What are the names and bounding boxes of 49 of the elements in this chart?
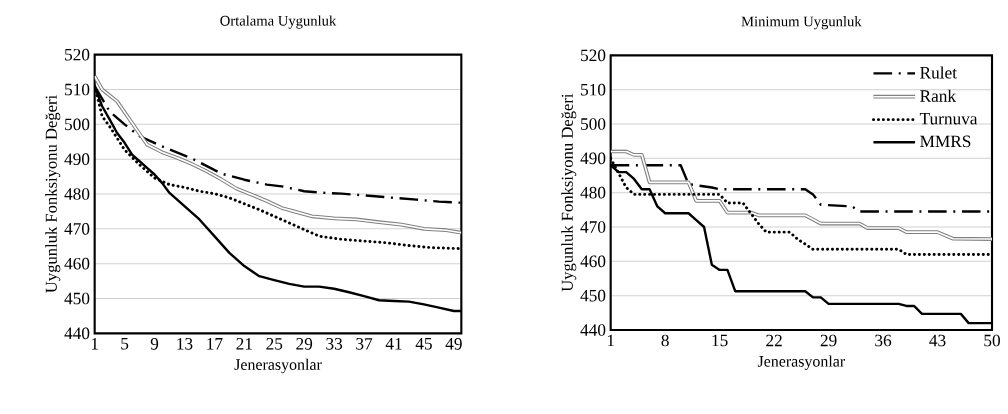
y-tick-label: 440 [580,324,606,336]
x-tick-label: 37 [356,338,373,350]
x-tick-label: 21 [236,338,252,350]
x-tick-label: 29 [296,338,313,350]
chart-title: Ortalama Uygunluk [220,15,337,29]
x-tick-label: 9 [150,338,159,350]
y-tick-label: 490 [580,152,606,165]
y-tick-label: 510 [581,83,606,96]
y-tick-label: 500 [581,118,606,130]
y-tick-label: 490 [64,153,90,165]
x-tick-label: 41 [385,338,402,350]
chart-title: Minimum Uygunluk [741,16,862,30]
y-tick-label: 450 [580,289,606,302]
x-tick-label: 45 [415,338,432,350]
x-tick-label: 13 [177,338,193,350]
y-tick-label: 520 [65,48,90,61]
legend-label: Turnuva [919,112,978,125]
y-tick-label: 480 [64,188,90,200]
x-tick-label: 25 [266,338,283,350]
y-axis-title: Uygunluk Fonksiyonu Değeri [45,95,61,293]
y-tick-label: 450 [64,292,90,305]
x-tick-label: 29 [820,334,837,347]
x-tick-label: 1 [607,334,614,347]
x-tick-label: 17 [207,338,223,350]
y-tick-label: 520 [581,49,606,62]
x-tick-label: 1 [91,338,98,350]
x-tick-label: 36 [875,334,892,347]
y-axis-title: Uygunluk Fonksiyonu Değeri [561,93,577,292]
x-tick-label: 49 [445,338,462,350]
x-axis-title: Jenerasyonlar [234,358,322,374]
x-tick-label: 15 [712,334,728,347]
y-tick-label: 500 [65,118,90,131]
x-tick-label: 50 [984,334,1000,347]
x-tick-label: 33 [326,338,343,350]
y-tick-label: 440 [64,327,90,340]
legend-label: MMRS [920,135,971,148]
x-tick-label: 22 [766,334,782,347]
y-tick-label: 460 [64,257,90,270]
legend-label: Rulet [920,66,957,79]
y-tick-label: 470 [64,223,90,235]
x-tick-label: 43 [929,334,946,347]
y-tick-label: 460 [580,255,606,268]
y-tick-label: 480 [580,186,606,199]
y-tick-label: 470 [580,221,606,233]
y-tick-label: 510 [65,83,90,96]
legend-label: Rank [920,89,957,102]
x-tick-label: 8 [661,334,669,347]
x-axis-title: Jenerasyonlar [757,355,846,370]
x-tick-label: 5 [121,338,129,350]
